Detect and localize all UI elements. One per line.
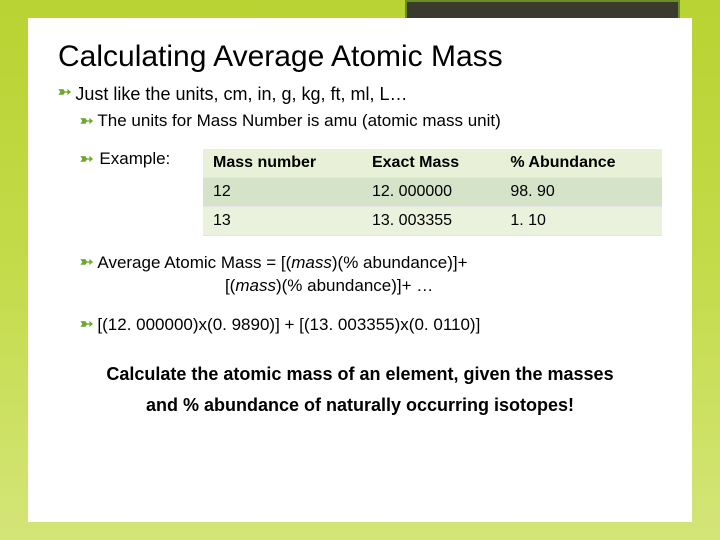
col-mass-number: Mass number <box>203 149 362 178</box>
slide-title: Calculating Average Atomic Mass <box>58 40 662 74</box>
line1-text: Just like the units, cm, in, g, kg, ft, … <box>75 82 407 107</box>
bullet-icon: ➳ <box>80 111 93 131</box>
formula-2c: )(% abundance)]+ … <box>276 276 433 295</box>
slide-content: Calculating Average Atomic Mass ➳ Just l… <box>28 18 692 522</box>
bullet-icon: ➳ <box>80 149 93 169</box>
table-row: 12 12. 000000 98. 90 <box>203 178 662 207</box>
cell: 1. 10 <box>500 207 662 236</box>
cell: 12 <box>203 178 362 207</box>
cell: 13 <box>203 207 362 236</box>
footer-block: Calculate the atomic mass of an element,… <box>58 359 662 420</box>
isotope-table: Mass number Exact Mass % Abundance 12 12… <box>203 149 662 236</box>
cell: 12. 000000 <box>362 178 500 207</box>
col-exact-mass: Exact Mass <box>362 149 500 178</box>
formula-1c: )(% abundance)]+ <box>332 253 468 272</box>
col-abundance: % Abundance <box>500 149 662 178</box>
formula-1b: mass <box>291 253 332 272</box>
bullet-icon: ➳ <box>58 82 71 104</box>
formula-text: Average Atomic Mass = [(mass)(% abundanc… <box>97 252 467 298</box>
bullet-icon: ➳ <box>80 314 93 337</box>
calculation-line: ➳ [(12. 000000)x(0. 9890)] + [(13. 00335… <box>80 314 662 337</box>
example-label: Example: <box>99 149 170 169</box>
footer-line-2: and % abundance of naturally occurring i… <box>58 390 662 421</box>
table-header-row: Mass number Exact Mass % Abundance <box>203 149 662 178</box>
calc-text: [(12. 000000)x(0. 9890)] + [(13. 003355)… <box>97 314 480 337</box>
example-row: ➳ Example: Mass number Exact Mass % Abun… <box>58 149 662 236</box>
bullet-icon: ➳ <box>80 252 93 298</box>
formula-2a: [( <box>225 276 235 295</box>
cell: 13. 003355 <box>362 207 500 236</box>
bullet-line-1: ➳ Just like the units, cm, in, g, kg, ft… <box>58 82 662 107</box>
formula-2b: mass <box>235 276 276 295</box>
table-row: 13 13. 003355 1. 10 <box>203 207 662 236</box>
cell: 98. 90 <box>500 178 662 207</box>
line2-text: The units for Mass Number is amu (atomic… <box>97 111 500 131</box>
formula-1a: Average Atomic Mass = [( <box>97 253 291 272</box>
example-label-wrap: ➳ Example: <box>58 149 203 169</box>
footer-line-1: Calculate the atomic mass of an element,… <box>58 359 662 390</box>
bullet-line-2: ➳ The units for Mass Number is amu (atom… <box>58 111 662 131</box>
formula-block: ➳ Average Atomic Mass = [(mass)(% abunda… <box>80 252 662 298</box>
